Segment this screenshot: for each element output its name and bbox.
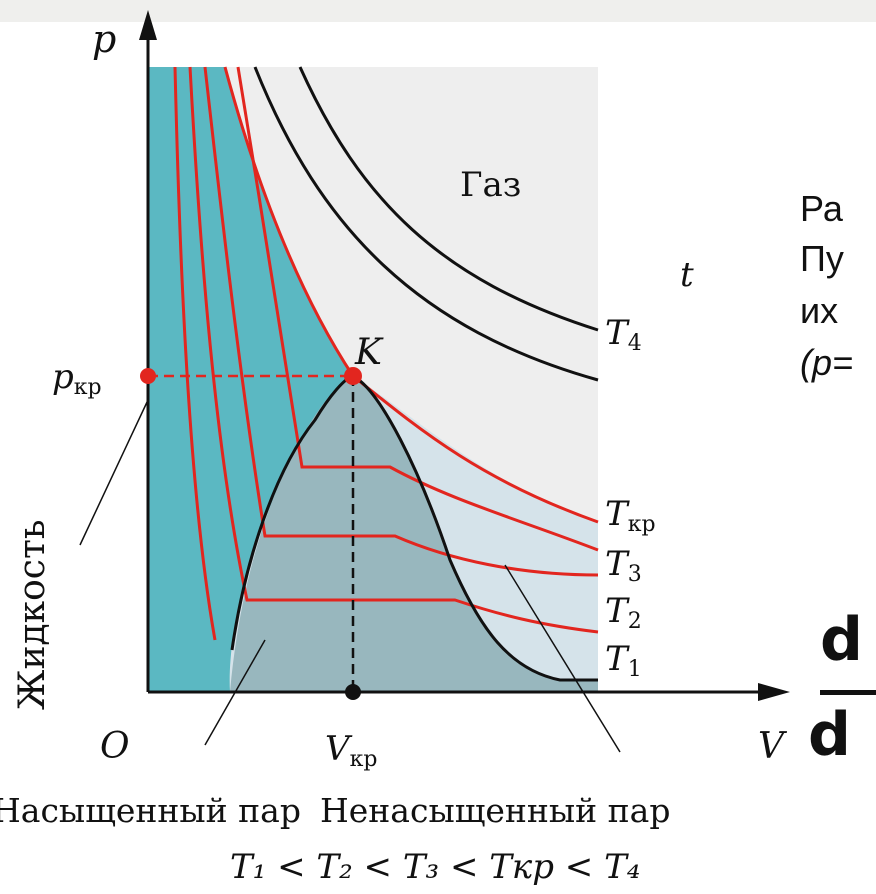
t3-sub: 3 [628, 562, 642, 587]
label-t3: T3 [605, 544, 642, 587]
saturated-pointer [204, 639, 266, 746]
t4-sub: 4 [628, 331, 642, 356]
liquid-label: Жидкость [12, 520, 53, 710]
axis-p-label: p [92, 17, 116, 61]
isotherm-curve-t1 [173, 66, 217, 641]
isotherm-curve-t4 [298, 66, 599, 332]
pkr-label: pкр [52, 357, 102, 400]
t2-main: T [605, 591, 630, 631]
label-t1: T1 [605, 639, 642, 682]
axis-v-label: V [758, 726, 788, 767]
formula-numerator: d [820, 605, 863, 675]
saturated-vapor-label: Насыщенный пар [0, 791, 301, 830]
saturation-dome [230, 374, 598, 682]
label-tkr: Tкр [605, 494, 656, 537]
vkr-main: V [325, 729, 353, 769]
side-line-3: их [800, 290, 839, 331]
side-line-2: Пу [800, 238, 844, 279]
isotherm-curve-t3 [203, 66, 599, 577]
critical-point-k [344, 367, 362, 385]
v-axis-arrow-icon [758, 683, 790, 701]
tkr-sub: кр [628, 512, 656, 537]
liquid-pointer [79, 399, 149, 546]
p-axis-arrow-icon [139, 10, 157, 40]
formula-bar [820, 690, 876, 695]
t-label: t [680, 255, 694, 295]
t4-main: T [605, 313, 630, 353]
pkr-point [140, 368, 156, 384]
origin-label: O [100, 726, 130, 767]
unsaturated-vapor-label: Ненасыщенный пар [320, 791, 670, 830]
label-t2: T2 [605, 591, 642, 634]
t1-sub: 1 [628, 657, 642, 682]
label-t4: T4 [605, 313, 642, 356]
vkr-label: Vкр [325, 729, 377, 772]
t3-main: T [605, 544, 630, 584]
isotherm-curve-inner [236, 66, 599, 552]
tkr-main: T [605, 494, 630, 534]
isotherm-curve-extra [253, 66, 599, 382]
t1-main: T [605, 639, 630, 679]
vkr-sub: кр [350, 747, 378, 772]
saturated-region [230, 376, 598, 692]
pkr-main: p [52, 357, 74, 397]
k-label: K [354, 332, 384, 373]
side-line-1: Ра [800, 188, 843, 229]
top-strip [0, 0, 876, 22]
inequality-label: T₁ < T₂ < T₃ < Tкр < T₄ [230, 847, 640, 887]
side-line-4: (p= [800, 342, 854, 383]
isotherm-curve-t2 [188, 66, 599, 634]
gas-label: Газ [460, 165, 521, 205]
pkr-sub: кр [74, 375, 102, 400]
vkr-point [345, 684, 361, 700]
formula-denominator: d [808, 700, 851, 770]
unsaturated-pointer [504, 564, 621, 753]
t2-sub: 2 [628, 609, 642, 634]
